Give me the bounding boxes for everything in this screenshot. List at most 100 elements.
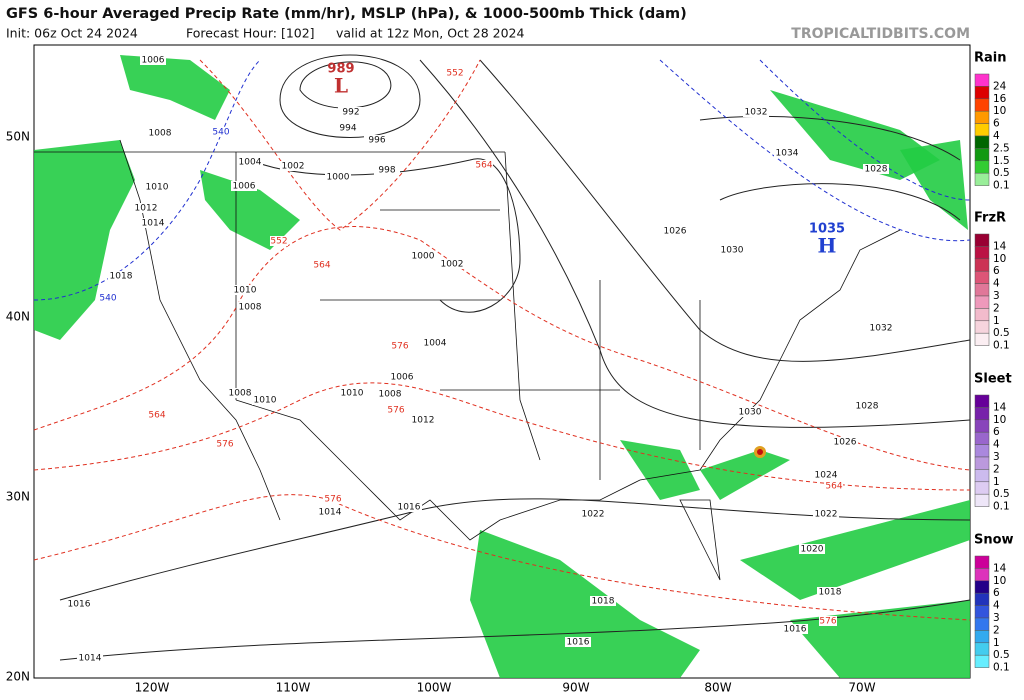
isobar-label: 1022 [815, 510, 838, 520]
legend-tick-label: 4 [993, 439, 1000, 451]
legend-swatch [974, 642, 990, 656]
legend-swatch [974, 617, 990, 631]
isobar-label: 1016 [68, 600, 91, 610]
legend-tick-label: 3 [993, 290, 1000, 302]
legend: Rain241610642.51.50.50.1FrzR1410643210.5… [974, 51, 1014, 674]
isobar-label-bg [377, 389, 403, 399]
isobar-label: 1004 [239, 158, 262, 168]
legend-tick-label: 0.5 [993, 327, 1010, 339]
legend-tick-label: 24 [993, 80, 1007, 92]
thickness-label: 552 [446, 69, 463, 79]
isobar-label: 1014 [142, 219, 165, 229]
thickness-label: 564 [313, 261, 330, 271]
isobar-label-bg [743, 107, 769, 117]
isobar-label: 1004 [424, 339, 447, 349]
legend-swatch [974, 86, 990, 100]
legend-swatch [974, 419, 990, 433]
legend-swatch [974, 283, 990, 297]
legend-swatch [974, 555, 990, 569]
isobar-label-bg [782, 624, 808, 634]
isobar-label: 1006 [233, 182, 256, 192]
legend-tick-label: 16 [993, 93, 1007, 105]
isobar-label: 1026 [834, 438, 857, 448]
isobar-label-bg [338, 107, 364, 117]
legend-tick-label: 0.1 [993, 501, 1010, 513]
thickness-label: 552 [270, 237, 287, 247]
isobar-label-bg [237, 302, 263, 312]
isobar-label-bg [237, 157, 263, 167]
isobar-label: 1008 [239, 303, 262, 313]
isobar-label-bg [410, 251, 436, 261]
thickness-label: 576 [819, 617, 836, 627]
legend-title: Sleet [974, 372, 1012, 387]
isobar-label-bg [565, 637, 591, 647]
title: GFS 6-hour Averaged Precip Rate (mm/hr),… [6, 6, 687, 22]
thickness-label-bg [819, 616, 837, 626]
legend-tick-label: 1 [993, 637, 1000, 649]
map-labels: 50N 40N 30N 20N 120W 110W 100W 90W 80W 70W 1006 100… [6, 55, 894, 695]
isobar-label-bg [813, 509, 839, 519]
legend-tick-label: 14 [993, 401, 1007, 413]
thickness-label-bg [270, 236, 288, 246]
map-area: 50N 40N 30N 20N 120W 110W 100W 90W 80W 70W 1006 100… [6, 44, 971, 695]
isobar-label-bg [662, 226, 688, 236]
isobar-label-bg [147, 128, 173, 138]
thickness-label-bg [99, 293, 117, 303]
thickness-label: 564 [475, 161, 492, 171]
legend-swatch [974, 654, 990, 668]
legend-swatch [974, 270, 990, 284]
thickness-label-bg [825, 481, 843, 491]
isobar-label: 1018 [110, 272, 133, 282]
legend-swatch [974, 481, 990, 495]
isobar-label: 1006 [391, 373, 414, 383]
isobar-label: 1006 [142, 56, 165, 66]
isobar-label-bg [832, 437, 858, 447]
pressure-letter: L [334, 74, 348, 98]
legend-title: Rain [974, 51, 1007, 66]
legend-swatch [974, 456, 990, 470]
isobar-label: 1012 [135, 204, 158, 214]
legend-tick-label: 0.5 [993, 649, 1010, 661]
isobar-label: 1030 [739, 408, 762, 418]
thickness-label-bg [216, 439, 234, 449]
legend-swatch [974, 172, 990, 186]
thickness-lines [33, 59, 971, 621]
isobar-label: 1028 [865, 165, 888, 175]
borders [34, 139, 901, 581]
isobar-label-bg [232, 285, 258, 295]
isobar-label-bg [439, 259, 465, 269]
thickness-label: 576 [387, 406, 404, 416]
legend-tick-label: 4 [993, 130, 1000, 142]
isobar-label: 1022 [582, 510, 605, 520]
isobar-label: 1030 [721, 246, 744, 256]
isobar-label-bg [774, 148, 800, 158]
legend-tick-label: 10 [993, 253, 1006, 265]
isobar-label: 1016 [398, 503, 421, 513]
isobar-label: 1020 [801, 545, 824, 555]
legend-tick-label: 1 [993, 476, 1000, 488]
legend-tick-label: 0.5 [993, 167, 1010, 179]
legend-tick-label: 4 [993, 600, 1000, 612]
isobar-label-bg [580, 509, 606, 519]
isobar-label: 1024 [815, 471, 838, 481]
legend-swatch [974, 568, 990, 582]
longitude-label: 80W [704, 681, 731, 695]
thickness-label-bg [446, 68, 464, 78]
legend-tick-label: 2.5 [993, 142, 1010, 154]
isobar-label: 1010 [146, 183, 169, 193]
isobar-label-bg [813, 470, 839, 480]
legend-tick-label: 6 [993, 118, 1000, 130]
legend-swatch [974, 295, 990, 309]
isobar-label: 1016 [784, 625, 807, 635]
isobar-label: 998 [378, 166, 395, 176]
thickness-label-bg [387, 405, 405, 415]
isobar-label: 1026 [664, 227, 687, 237]
forecast-hour: Forecast Hour: [102] [186, 26, 315, 41]
isobar-label-bg [854, 401, 880, 411]
init-time: Init: 06z Oct 24 2024 [6, 26, 138, 41]
thickness-label: 564 [148, 411, 165, 421]
isobar-label: 1032 [745, 108, 768, 118]
isobar-label-bg [590, 596, 616, 606]
thickness-label: 540 [99, 294, 116, 304]
isobar-label-bg [133, 203, 159, 213]
